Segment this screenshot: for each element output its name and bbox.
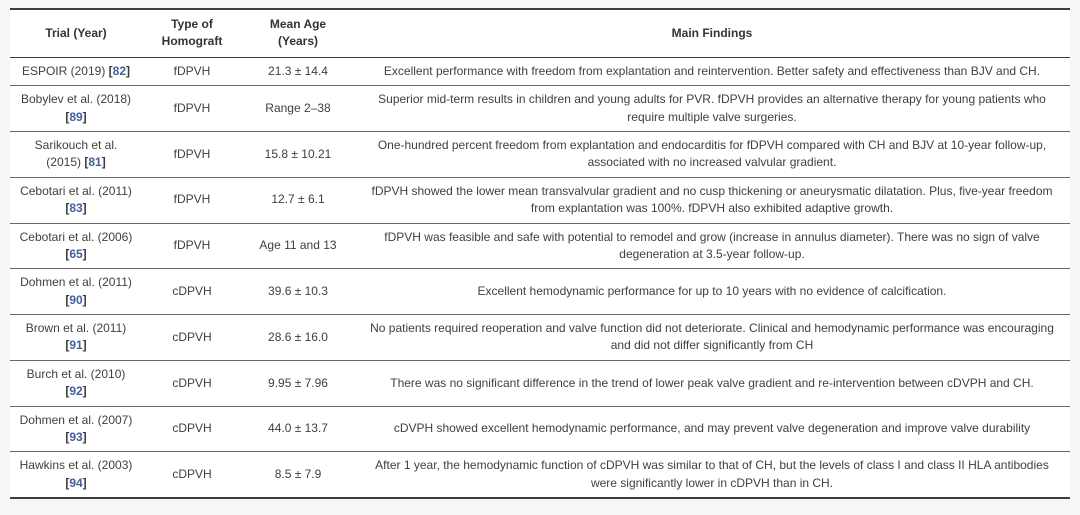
trial-cell: Bobylev et al. (2018) 89	[10, 85, 142, 132]
table-row: ESPOIR (2019) 82 fDPVH 21.3 ± 14.4 Excel…	[10, 57, 1070, 86]
findings-cell: Superior mid-term results in children an…	[354, 85, 1070, 132]
citation-ref: 83	[65, 201, 86, 215]
homograft-type-cell: cDPVH	[142, 451, 242, 499]
mean-age-cell: 39.6 ± 10.3	[242, 268, 354, 315]
findings-cell: fDPVH showed the lower mean transvalvula…	[354, 176, 1070, 224]
table-body: ESPOIR (2019) 82 fDPVH 21.3 ± 14.4 Excel…	[10, 57, 1070, 499]
trial-cell: Cebotari et al. (2006) 65	[10, 222, 142, 269]
trial-cell: Dohmen et al. (2011) 90	[10, 268, 142, 315]
mean-age-cell: 8.5 ± 7.9	[242, 451, 354, 499]
homograft-type-cell: cDPVH	[142, 268, 242, 315]
trial-name: Cebotari et al. (2011)	[20, 183, 132, 198]
citation-ref-link[interactable]: 92	[69, 384, 83, 399]
citation-ref: 94	[65, 476, 86, 490]
col-header-homograft-type-label: Type of Homograft	[161, 17, 223, 49]
findings-cell: There was no significant difference in t…	[354, 359, 1070, 407]
citation-ref: 65	[65, 247, 86, 261]
table-header: Trial (Year) Type of Homograft Mean Age …	[10, 9, 1070, 58]
findings-cell: Excellent hemodynamic performance for up…	[354, 268, 1070, 315]
homograft-type-cell: cDPVH	[142, 359, 242, 407]
col-header-homograft-type: Type of Homograft	[142, 9, 242, 58]
homograft-type-cell: fDPVH	[142, 57, 242, 86]
citation-ref-link[interactable]: 65	[69, 246, 83, 261]
homograft-type-cell: fDPVH	[142, 176, 242, 224]
citation-ref-link[interactable]: 93	[69, 430, 83, 445]
citation-ref: 81	[84, 155, 105, 169]
citation-ref-link[interactable]: 91	[69, 338, 83, 353]
trial-name: Burch et al. (2010)	[26, 366, 126, 381]
trial-cell: Hawkins et al. (2003) 94	[10, 451, 142, 499]
citation-ref-link[interactable]: 89	[69, 109, 83, 124]
mean-age-cell: 15.8 ± 10.21	[242, 130, 354, 178]
trial-cell: ESPOIR (2019) 82	[10, 57, 142, 86]
table-row: Cebotari et al. (2011) 83 fDPVH 12.7 ± 6…	[10, 176, 1070, 224]
findings-cell: After 1 year, the hemodynamic function o…	[354, 451, 1070, 499]
mean-age-cell: 9.95 ± 7.96	[242, 359, 354, 407]
mean-age-cell: Range 2–38	[242, 85, 354, 132]
homograft-type-cell: fDPVH	[142, 85, 242, 132]
homograft-type-cell: fDPVH	[142, 222, 242, 269]
trial-cell: Dohmen et al. (2007) 93	[10, 405, 142, 452]
trial-name: Cebotari et al. (2006)	[19, 229, 133, 244]
mean-age-cell: 44.0 ± 13.7	[242, 405, 354, 452]
table-row: Burch et al. (2010) 92 cDPVH 9.95 ± 7.96…	[10, 359, 1070, 407]
table-row: Dohmen et al. (2007) 93 cDPVH 44.0 ± 13.…	[10, 405, 1070, 452]
table-row: Brown et al. (2011) 91 cDPVH 28.6 ± 16.0…	[10, 314, 1070, 361]
trial-name: ESPOIR (2019)	[21, 63, 106, 78]
trial-name: Bobylev et al. (2018)	[20, 92, 132, 107]
citation-ref-link[interactable]: 90	[69, 292, 83, 307]
col-header-trial-year-label: Trial (Year)	[45, 25, 107, 40]
mean-age-cell: 28.6 ± 16.0	[242, 314, 354, 361]
trial-cell: Cebotari et al. (2011) 83	[10, 176, 142, 224]
col-header-mean-age: Mean Age (Years)	[242, 9, 354, 58]
table-row: Dohmen et al. (2011) 90 cDPVH 39.6 ± 10.…	[10, 268, 1070, 315]
citation-ref: 91	[65, 338, 86, 352]
mean-age-cell: 12.7 ± 6.1	[242, 176, 354, 224]
trial-cell: Brown et al. (2011) 91	[10, 314, 142, 361]
table-row: Cebotari et al. (2006) 65 fDPVH Age 11 a…	[10, 222, 1070, 269]
col-header-main-findings-label: Main Findings	[671, 25, 753, 40]
findings-cell: One-hundred percent freedom from explant…	[354, 130, 1070, 178]
findings-cell: cDVPH showed excellent hemodynamic perfo…	[354, 405, 1070, 452]
trial-cell: Burch et al. (2010) 92	[10, 359, 142, 407]
table-row: Bobylev et al. (2018) 89 fDPVH Range 2–3…	[10, 85, 1070, 132]
trial-name: Brown et al. (2011)	[25, 321, 127, 336]
citation-ref: 93	[65, 430, 86, 444]
citation-ref-link[interactable]: 83	[69, 201, 83, 216]
citation-ref: 92	[65, 384, 86, 398]
citation-ref: 82	[109, 64, 130, 78]
mean-age-cell: 21.3 ± 14.4	[242, 57, 354, 86]
table-row: Hawkins et al. (2003) 94 cDPVH 8.5 ± 7.9…	[10, 451, 1070, 499]
findings-cell: No patients required reoperation and val…	[354, 314, 1070, 361]
homograft-type-cell: fDPVH	[142, 130, 242, 178]
homograft-type-cell: cDPVH	[142, 405, 242, 452]
citation-ref: 89	[65, 110, 86, 124]
col-header-main-findings: Main Findings	[354, 9, 1070, 58]
findings-cell: Excellent performance with freedom from …	[354, 57, 1070, 86]
trial-name: Dohmen et al. (2011)	[20, 275, 132, 290]
trial-name: Hawkins et al. (2003)	[19, 458, 133, 473]
trial-cell: Sarikouch et al. (2015) 81	[10, 130, 142, 178]
trial-name: Sarikouch et al. (2015)	[34, 137, 118, 170]
trial-name: Dohmen et al. (2007)	[19, 412, 133, 427]
citation-ref-link[interactable]: 82	[112, 63, 127, 78]
header-row: Trial (Year) Type of Homograft Mean Age …	[10, 9, 1070, 58]
table-row: Sarikouch et al. (2015) 81 fDPVH 15.8 ± …	[10, 130, 1070, 178]
mean-age-cell: Age 11 and 13	[242, 222, 354, 269]
trials-table-container: Trial (Year) Type of Homograft Mean Age …	[10, 8, 1070, 500]
homograft-type-cell: cDPVH	[142, 314, 242, 361]
col-header-mean-age-label: Mean Age (Years)	[269, 17, 327, 49]
citation-ref-link[interactable]: 94	[69, 475, 83, 490]
trials-table: Trial (Year) Type of Homograft Mean Age …	[10, 8, 1070, 500]
citation-ref: 90	[65, 293, 86, 307]
findings-cell: fDPVH was feasible and safe with potenti…	[354, 222, 1070, 269]
col-header-trial-year: Trial (Year)	[10, 9, 142, 58]
citation-ref-link[interactable]: 81	[88, 155, 102, 170]
